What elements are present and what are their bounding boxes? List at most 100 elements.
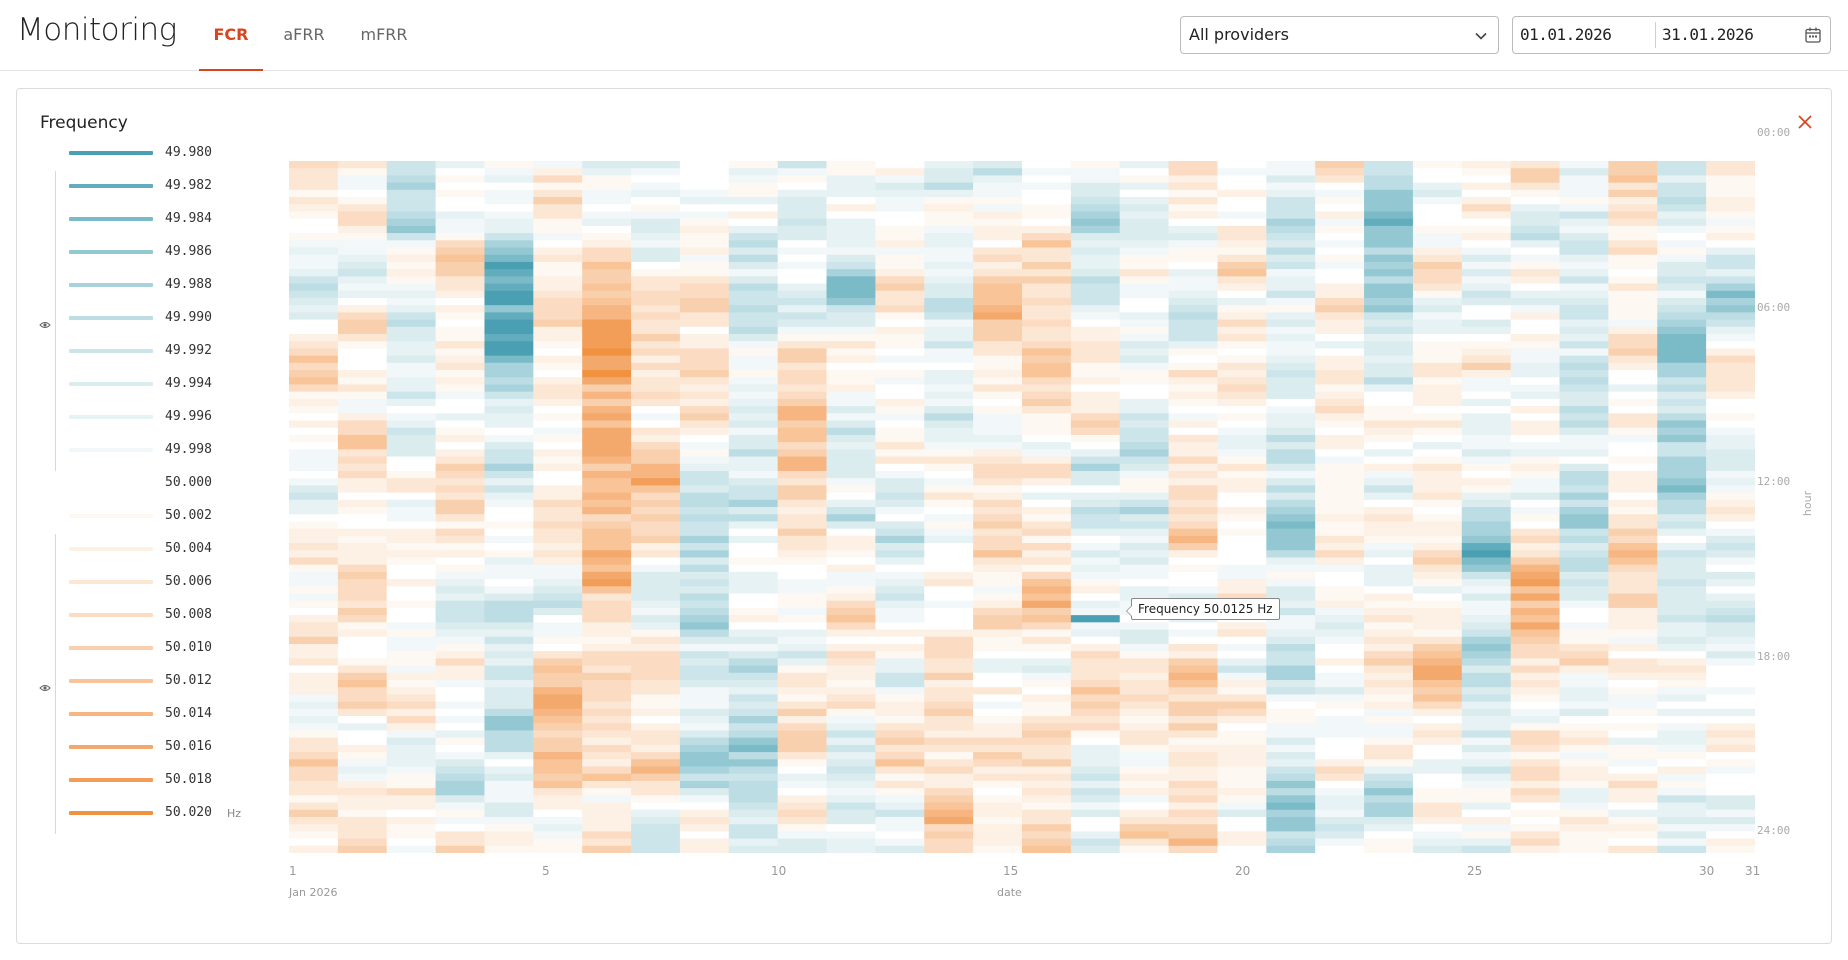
heatmap-cell[interactable] (1412, 276, 1463, 284)
heatmap-cell[interactable] (728, 499, 779, 508)
heatmap-cell[interactable] (1168, 766, 1219, 775)
heatmap-cell[interactable] (435, 276, 486, 284)
heatmap-cell[interactable] (679, 629, 730, 638)
heatmap-cell[interactable] (435, 514, 486, 522)
heatmap-cell[interactable] (1706, 766, 1755, 775)
heatmap-cell[interactable] (386, 211, 437, 220)
heatmap-cell[interactable] (582, 348, 632, 357)
heatmap-cell[interactable] (1168, 672, 1219, 681)
heatmap-cell[interactable] (1412, 283, 1463, 292)
heatmap-cell[interactable] (289, 708, 339, 717)
heatmap-cell[interactable] (582, 636, 632, 645)
heatmap-cell[interactable] (289, 514, 339, 522)
heatmap-cell[interactable] (1657, 305, 1707, 313)
heatmap-cell[interactable] (1559, 795, 1609, 803)
heatmap-cell[interactable] (679, 478, 730, 486)
heatmap-cell[interactable] (533, 398, 583, 407)
heatmap-cell[interactable] (1364, 499, 1414, 508)
heatmap-cell[interactable] (1315, 816, 1365, 825)
heatmap-cell[interactable] (1608, 780, 1658, 789)
heatmap-cell[interactable] (289, 175, 339, 184)
heatmap-cell[interactable] (1510, 434, 1561, 443)
heatmap-cell[interactable] (875, 398, 925, 407)
heatmap-cell[interactable] (679, 182, 730, 191)
heatmap-cell[interactable] (1510, 773, 1561, 782)
heatmap-cell[interactable] (728, 744, 779, 753)
heatmap-cell[interactable] (679, 845, 730, 853)
heatmap-cell[interactable] (826, 550, 876, 558)
heatmap-cell[interactable] (435, 528, 486, 537)
heatmap-cell[interactable] (386, 528, 437, 537)
heatmap-cell[interactable] (386, 752, 437, 760)
heatmap-cell[interactable] (973, 499, 1023, 508)
heatmap-cell[interactable] (1461, 824, 1512, 832)
heatmap-cell[interactable] (826, 795, 876, 803)
heatmap-cell[interactable] (1266, 470, 1316, 479)
heatmap-cell[interactable] (1706, 521, 1755, 530)
heatmap-cell[interactable] (973, 816, 1023, 825)
heatmap-cell[interactable] (875, 658, 925, 666)
heatmap-cell[interactable] (777, 730, 828, 739)
heatmap-cell[interactable] (679, 434, 730, 443)
heatmap-cell[interactable] (826, 377, 876, 385)
heatmap-cell[interactable] (679, 788, 730, 796)
heatmap-cell[interactable] (1461, 233, 1512, 241)
heatmap-cell[interactable] (875, 254, 925, 263)
heatmap-cell[interactable] (435, 168, 486, 176)
heatmap-cell[interactable] (582, 240, 632, 248)
heatmap-cell[interactable] (582, 233, 632, 241)
heatmap-cell[interactable] (289, 809, 339, 818)
heatmap-cell[interactable] (289, 759, 339, 767)
heatmap-cell[interactable] (386, 182, 437, 191)
heatmap-cell[interactable] (1217, 507, 1267, 515)
heatmap-cell[interactable] (533, 197, 583, 205)
heatmap-cell[interactable] (728, 600, 779, 609)
heatmap-cell[interactable] (1168, 586, 1219, 594)
heatmap-cell[interactable] (875, 557, 925, 566)
heatmap-cell[interactable] (289, 636, 339, 645)
heatmap-cell[interactable] (1657, 348, 1707, 357)
heatmap-cell[interactable] (435, 398, 486, 407)
heatmap-cell[interactable] (728, 788, 779, 796)
heatmap-cell[interactable] (1266, 377, 1316, 385)
heatmap-cell[interactable] (1706, 795, 1755, 803)
heatmap-cell[interactable] (1364, 600, 1414, 609)
heatmap-cell[interactable] (1559, 290, 1609, 299)
heatmap-cell[interactable] (533, 218, 583, 227)
heatmap-cell[interactable] (1657, 175, 1707, 184)
heatmap-cell[interactable] (1461, 290, 1512, 299)
heatmap-cell[interactable] (777, 622, 828, 630)
heatmap-cell[interactable] (533, 312, 583, 320)
heatmap-cell[interactable] (875, 564, 925, 573)
heatmap-cell[interactable] (1461, 254, 1512, 263)
heatmap-cell[interactable] (1119, 752, 1170, 760)
heatmap-cell[interactable] (1412, 737, 1463, 746)
heatmap-cell[interactable] (484, 802, 534, 811)
heatmap-cell[interactable] (1315, 550, 1365, 558)
heatmap-cell[interactable] (777, 269, 828, 277)
heatmap-cell[interactable] (631, 269, 681, 277)
heatmap-cell[interactable] (924, 290, 974, 299)
heatmap-cell[interactable] (1266, 261, 1316, 270)
heatmap-cell[interactable] (1608, 197, 1658, 205)
heatmap-cell[interactable] (289, 571, 339, 580)
heatmap-cell[interactable] (1168, 485, 1219, 493)
heatmap-cell[interactable] (289, 550, 339, 558)
heatmap-cell[interactable] (582, 816, 632, 825)
heatmap-cell[interactable] (1217, 413, 1267, 421)
heatmap-cell[interactable] (1706, 672, 1755, 681)
heatmap-cell[interactable] (1266, 636, 1316, 645)
heatmap-cell[interactable] (1119, 723, 1170, 731)
heatmap-cell[interactable] (1070, 788, 1121, 796)
heatmap-cell[interactable] (533, 744, 583, 753)
heatmap-cell[interactable] (728, 269, 779, 277)
heatmap-cell[interactable] (777, 492, 828, 501)
heatmap-cell[interactable] (289, 795, 339, 803)
heatmap-cell[interactable] (777, 716, 828, 724)
heatmap-cell[interactable] (1706, 687, 1755, 695)
heatmap-cell[interactable] (435, 218, 486, 227)
heatmap-cell[interactable] (1559, 788, 1609, 796)
heatmap-cell[interactable] (582, 838, 632, 847)
heatmap-cell[interactable] (1168, 780, 1219, 789)
heatmap-cell[interactable] (1461, 737, 1512, 746)
